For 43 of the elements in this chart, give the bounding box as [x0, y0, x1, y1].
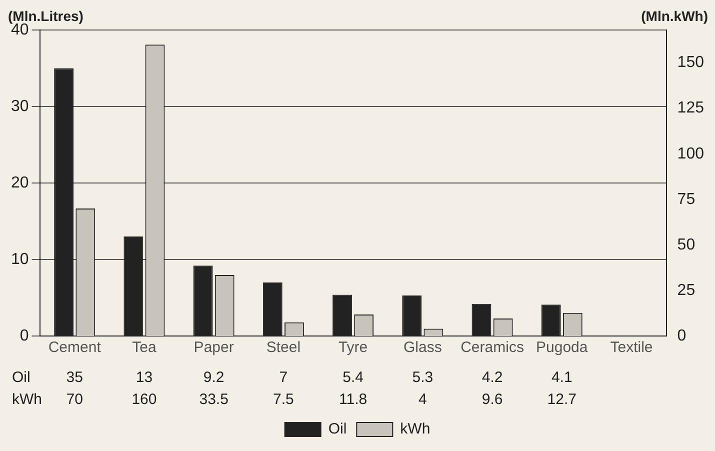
text: kWh [12, 391, 42, 408]
data-label: 12.7 [547, 391, 576, 408]
data-label: 4.1 [551, 369, 572, 386]
y2-tick-label: 50 [677, 236, 696, 254]
y2-tick-label: 75 [677, 190, 696, 208]
x-tick-label: Ceramics [460, 339, 524, 356]
y2-tick-label: 125 [677, 100, 704, 117]
data-label: 4 [418, 391, 427, 408]
data-label: 5.4 [342, 369, 364, 386]
y2-axis-title: (Mln.kWh) [641, 8, 708, 24]
x-tick-label: Cement [48, 339, 102, 356]
y2-tick-label: 100 [677, 145, 704, 162]
x-tick-label: Glass [403, 339, 442, 356]
data-label: 7 [279, 369, 288, 386]
x-tick-label: Paper [194, 339, 234, 356]
data-label: 7.5 [273, 391, 294, 408]
y2-tick-label: 0 [677, 327, 686, 344]
data-label: 160 [132, 391, 157, 408]
x-tick-label: Textile [610, 339, 653, 356]
y2-tick-label: 25 [677, 282, 696, 299]
data-label: 5.3 [412, 369, 434, 386]
data-label: 70 [66, 391, 83, 408]
y-tick-label: 30 [11, 98, 29, 115]
data-label: 4.2 [482, 369, 503, 386]
x-tick-label: Steel [266, 339, 301, 356]
x-tick-label: Pugoda [536, 339, 588, 356]
y-tick-label: 40 [11, 21, 29, 38]
y-tick-label: 20 [11, 174, 29, 192]
y-axis-title: (Mln.Litres) [8, 8, 84, 24]
data-label: 33.5 [199, 391, 228, 408]
data-label: 13 [136, 369, 153, 386]
data-label: 9.2 [203, 369, 224, 386]
y2-tick-label: 150 [677, 54, 704, 72]
legend-label: Oil [328, 420, 347, 438]
x-tick-label: Tyre [338, 339, 368, 356]
data-label: 9.6 [482, 391, 503, 408]
text: Oil [12, 369, 30, 386]
data-label: 11.8 [339, 391, 368, 408]
legend-label: kWh [400, 420, 430, 438]
y-tick-label: 0 [20, 327, 29, 344]
data-label: 35 [66, 369, 83, 386]
x-tick-label: Tea [132, 339, 157, 356]
y-tick-label: 10 [11, 250, 29, 268]
